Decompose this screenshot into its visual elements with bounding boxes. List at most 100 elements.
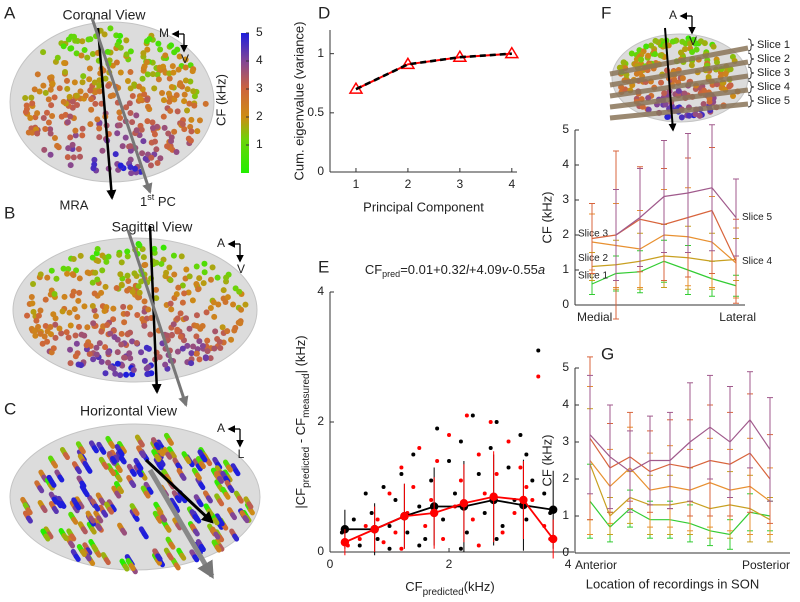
brace	[747, 94, 755, 108]
neuron	[146, 486, 154, 495]
neuron	[212, 517, 220, 526]
neuron	[22, 95, 29, 102]
arrow	[90, 17, 153, 194]
neuron	[130, 366, 137, 373]
neuron	[129, 468, 137, 477]
neuron	[225, 474, 233, 483]
neuron	[124, 272, 131, 279]
neuron	[198, 461, 206, 470]
neuron	[98, 289, 105, 296]
neuron	[116, 486, 124, 495]
data-point	[524, 485, 529, 489]
neuron	[145, 345, 152, 352]
neuron	[67, 322, 74, 329]
neuron	[199, 323, 206, 330]
neuron	[28, 94, 35, 101]
neuron	[217, 498, 225, 507]
neuron	[126, 304, 133, 311]
neuron	[181, 290, 188, 297]
neuron	[27, 114, 34, 121]
neuron	[124, 78, 131, 85]
neuron	[645, 95, 652, 102]
neuron	[67, 113, 74, 120]
neuron	[116, 251, 123, 258]
neuron	[168, 138, 175, 145]
neuron	[114, 360, 121, 367]
neuron	[701, 40, 708, 47]
view-title: Sagittal View	[112, 219, 194, 235]
neuron	[77, 88, 84, 95]
data-point	[542, 491, 547, 496]
neuron	[158, 459, 166, 468]
neuron	[65, 334, 72, 341]
neuron	[34, 130, 41, 137]
neuron	[94, 245, 101, 252]
neuron	[236, 288, 243, 295]
neuron	[74, 466, 82, 475]
label-part: st	[147, 192, 155, 202]
neuron	[203, 309, 210, 316]
neuron	[131, 270, 138, 277]
neuron	[236, 495, 244, 504]
neuron	[183, 315, 190, 322]
neuron	[102, 75, 109, 82]
neuron	[92, 89, 99, 96]
view-title: Horizontal View	[80, 403, 178, 419]
data-point	[435, 459, 440, 463]
neuron	[117, 162, 124, 169]
view-title: Coronal View	[62, 7, 146, 23]
neuron	[168, 306, 175, 313]
neuron	[58, 330, 65, 337]
neuron	[196, 275, 203, 282]
neuron	[89, 50, 96, 57]
neuron	[164, 143, 171, 150]
neuron	[88, 96, 95, 103]
neuron	[166, 75, 173, 82]
neuron	[144, 96, 151, 103]
neuron	[124, 248, 131, 255]
neuron	[179, 299, 186, 306]
neuron	[166, 437, 174, 446]
data-point	[417, 446, 422, 450]
neuron	[88, 515, 96, 524]
neuron	[136, 242, 143, 249]
neuron	[42, 125, 49, 132]
neuron	[166, 264, 173, 271]
colorbar-tick-label: 4	[256, 53, 263, 67]
neuron	[107, 506, 115, 515]
arrow	[96, 27, 117, 200]
panel-letter: A	[4, 3, 16, 22]
neuron	[51, 506, 59, 515]
panel-letter: D	[318, 3, 330, 22]
neuron	[675, 87, 682, 94]
neuron	[151, 85, 158, 92]
neuron	[31, 327, 38, 334]
data-point	[494, 420, 499, 424]
neuron	[50, 345, 57, 352]
neuron	[122, 134, 129, 141]
neuron	[91, 161, 98, 168]
chart-title: CFpred=0.01+0.32l+4.09v-0.55a	[365, 262, 545, 279]
neuron	[620, 59, 627, 66]
neuron	[185, 135, 192, 142]
neuron	[139, 75, 146, 82]
neuron	[149, 119, 156, 126]
data-point	[494, 537, 499, 541]
neuron	[188, 360, 195, 367]
neuron	[153, 286, 160, 293]
neuron	[93, 344, 100, 351]
neuron	[157, 155, 164, 162]
neuron	[189, 68, 196, 75]
neuron	[136, 289, 143, 296]
neuron	[127, 355, 134, 362]
neuron	[95, 258, 102, 265]
neuron	[122, 563, 130, 572]
neuron	[124, 253, 131, 260]
neuron	[152, 138, 159, 145]
neuron	[114, 349, 121, 356]
neuron	[104, 48, 111, 55]
neuron	[184, 86, 191, 93]
neuron	[75, 146, 82, 153]
neuron	[83, 342, 90, 349]
x-tick-label: 4	[508, 177, 515, 191]
